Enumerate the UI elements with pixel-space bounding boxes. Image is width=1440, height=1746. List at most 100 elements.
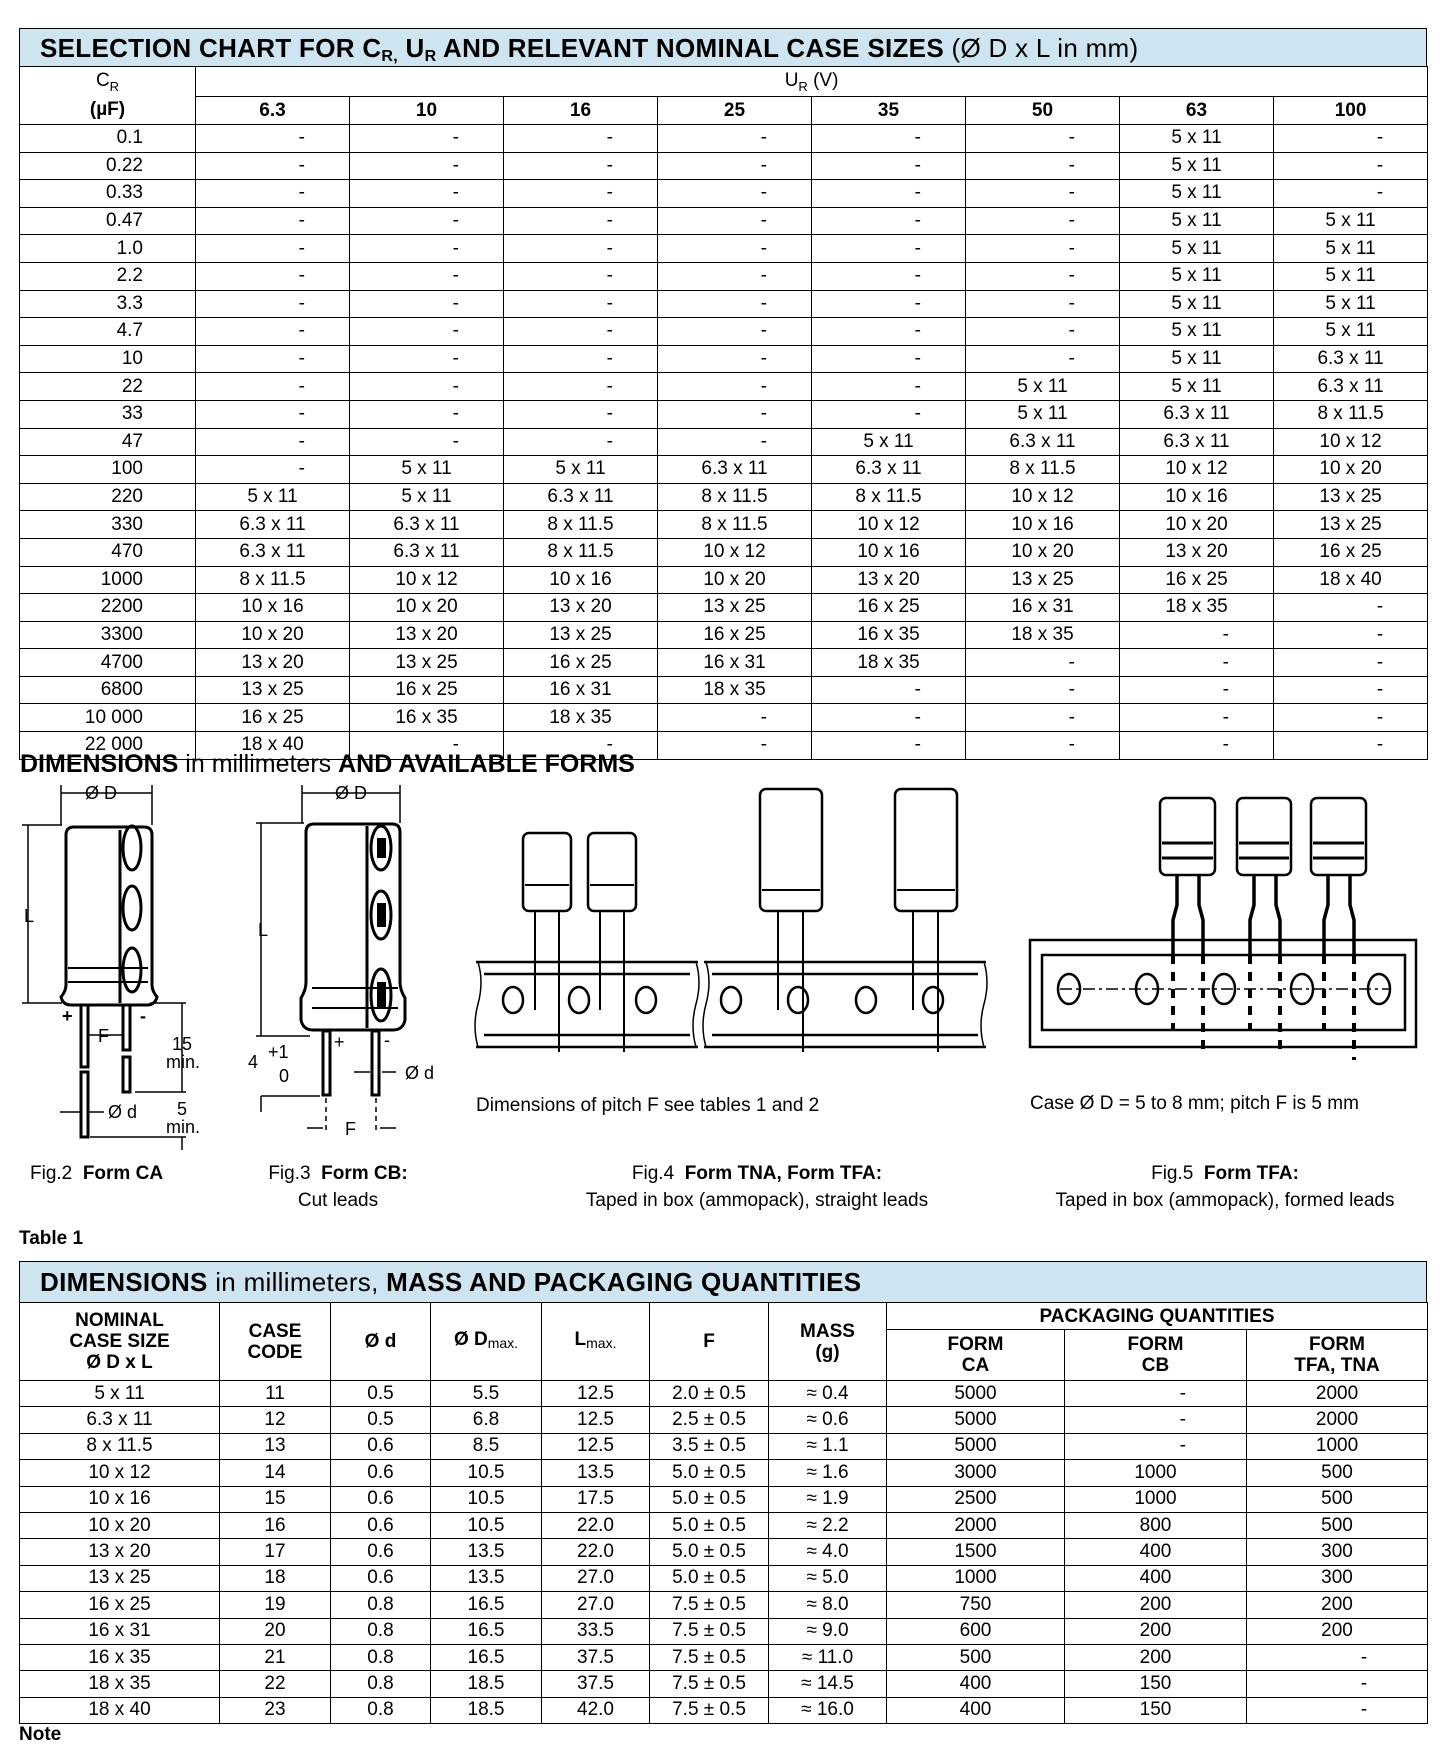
table-row: 13 x 25 18 0.6 13.5 27.0 5.0 ± 0.5 ≈ 5.0 1000 40… xyxy=(19,1564,1429,1593)
fig2-drawing xyxy=(59,824,159,1139)
table-cell: 17 xyxy=(219,1538,331,1566)
cut-tolerance-zero: 0 xyxy=(279,1066,289,1086)
capacitance-cell: 3.3 xyxy=(19,289,196,319)
table-cell: 600 xyxy=(886,1617,1065,1645)
header-line: CASE xyxy=(248,1320,302,1342)
table-cell: - xyxy=(1245,1643,1429,1672)
lead-minus xyxy=(121,1003,132,1052)
plus-label: + xyxy=(334,1032,345,1052)
L-label: L xyxy=(258,920,268,940)
case-size-cell: - xyxy=(195,372,350,401)
table-cell: 500 xyxy=(1245,1511,1429,1540)
table-cell: ≈ 0.6 xyxy=(768,1406,887,1434)
case-size-cell: 8 x 11.5 xyxy=(503,537,658,567)
table-cell: 11 xyxy=(219,1379,331,1408)
voltage-header: 10 xyxy=(349,96,504,125)
capacitance-cell: 0.47 xyxy=(19,206,196,236)
figure-description: Taped in box (ammopack), formed leads xyxy=(1055,1190,1395,1211)
table-cell: 13.5 xyxy=(430,1538,542,1566)
table-cell: ≈ 5.0 xyxy=(768,1564,887,1593)
table-cell: 6.3 x 11 xyxy=(19,1406,220,1434)
capacitance-cell: 10 xyxy=(19,344,196,374)
case-size-cell: - xyxy=(195,289,350,319)
case-size-cell: - xyxy=(503,151,658,181)
capacitance-cell: 100 xyxy=(19,455,196,484)
case-size-cell: 13 x 25 xyxy=(965,565,1120,595)
table-cell: 500 xyxy=(886,1643,1065,1672)
table-cell: 33.5 xyxy=(541,1617,650,1645)
voltage-header: 6.3 xyxy=(195,96,350,125)
heading-bold: AND AVAILABLE FORMS xyxy=(338,750,635,778)
table-row: 10 x 16 15 0.6 10.5 17.5 5.0 ± 0.5 ≈ 1.9 2500 10… xyxy=(19,1485,1429,1513)
dia-d-label: Ø d xyxy=(108,1102,137,1122)
lead-plus-lower xyxy=(79,1070,90,1139)
lead-plus xyxy=(79,1003,90,1069)
header-line: CB xyxy=(1141,1355,1170,1376)
case-size-cell: - xyxy=(657,703,812,733)
capacitance-cell: 6800 xyxy=(19,675,196,705)
fig2-dimension-lines xyxy=(22,785,186,1150)
table-row: 2200 10 x 16 10 x 20 13 x 20 13 x 25 16 x 25 1… xyxy=(19,593,1429,622)
table-cell: - xyxy=(1064,1432,1247,1461)
table-cell: 3.5 ± 0.5 xyxy=(649,1432,769,1461)
figure-number: Fig.5 xyxy=(1151,1163,1194,1184)
capacitance-cell: 330 xyxy=(19,510,196,539)
table-row: 470 6.3 x 11 6.3 x 11 8 x 11.5 10 x 12 10 x 1… xyxy=(19,537,1429,567)
voltage-header: 50 xyxy=(965,96,1120,125)
F-label: F xyxy=(98,1026,109,1046)
tape-strip xyxy=(474,960,700,1049)
case-size-cell: - xyxy=(965,151,1120,181)
title-thin: in millimeters, xyxy=(207,1267,387,1297)
table-cell: 500 xyxy=(1245,1485,1429,1513)
table-cell: ≈ 2.2 xyxy=(768,1511,887,1540)
dimensions-heading: DIMENSIONS in millimeters AND AVAILABLE … xyxy=(20,750,635,779)
case-size-cell: - xyxy=(657,372,812,401)
sprocket-hole xyxy=(501,985,525,1015)
table-cell: 12.5 xyxy=(541,1406,650,1434)
table-cell: 2.0 ± 0.5 xyxy=(649,1379,769,1408)
table-cell: 1000 xyxy=(886,1564,1065,1593)
table-cell: 10 x 16 xyxy=(19,1485,220,1513)
capacitor-large xyxy=(758,787,824,913)
table-cell: 200 xyxy=(1064,1643,1247,1672)
capacitance-cell: 0.1 xyxy=(19,124,196,153)
table-cell: 8.5 xyxy=(430,1432,542,1461)
case-size-cell: - xyxy=(503,124,658,153)
min15-value: 15 xyxy=(172,1034,192,1054)
lead-plus xyxy=(321,1029,332,1097)
sprocket-hole xyxy=(719,985,743,1015)
case-size-cell: 5 x 11 xyxy=(1272,206,1429,236)
header-line: FORM xyxy=(947,1334,1004,1355)
table-cell: 10 x 20 xyxy=(19,1511,220,1540)
minus-label: - xyxy=(384,1030,390,1050)
fig5-note: Case Ø D = 5 to 8 mm; pitch F is 5 mm xyxy=(1030,1093,1359,1114)
table-cell: 18 xyxy=(219,1564,331,1593)
title-part: AND RELEVANT NOMINAL CASE SIZES xyxy=(436,33,944,63)
minus-label: - xyxy=(140,1006,146,1026)
table-cell: 22.0 xyxy=(541,1511,650,1540)
table-cell: 0.6 xyxy=(330,1538,431,1566)
table-cell: 7.5 ± 0.5 xyxy=(649,1696,769,1725)
case-size-cell: - xyxy=(965,703,1120,733)
figure-title: Form CA xyxy=(82,1163,164,1184)
figure-number: Fig.2 xyxy=(30,1163,73,1184)
table-cell: 0.6 xyxy=(330,1432,431,1461)
marking-ellipse xyxy=(121,884,143,932)
case-size-cell: - xyxy=(1119,675,1274,705)
table-cell: 13 x 20 xyxy=(19,1538,220,1566)
case-size-cell: 5 x 11 xyxy=(1119,151,1274,181)
case-size-cell: 18 x 35 xyxy=(811,648,966,677)
table-row: 10 000 16 x 25 16 x 35 18 x 35- - - - - xyxy=(19,703,1429,733)
case-size-cell: - xyxy=(503,399,658,429)
case-size-cell: 5 x 11 xyxy=(1119,317,1274,346)
table-cell: 1000 xyxy=(1245,1432,1429,1461)
fig3-marking-fills xyxy=(377,838,386,1008)
case-size-cell: - xyxy=(1272,731,1429,760)
header-form-tfa-tna: FORM TFA, TNA xyxy=(1245,1329,1429,1381)
header-line: NOMINAL xyxy=(75,1310,164,1331)
table-cell: 27.0 xyxy=(541,1591,650,1619)
case-size-cell: 10 x 12 xyxy=(965,482,1120,512)
case-size-cell: 18 x 35 xyxy=(657,675,812,705)
cut-tolerance-plus: +1 xyxy=(268,1042,289,1062)
table-cell: 200 xyxy=(1064,1591,1247,1619)
